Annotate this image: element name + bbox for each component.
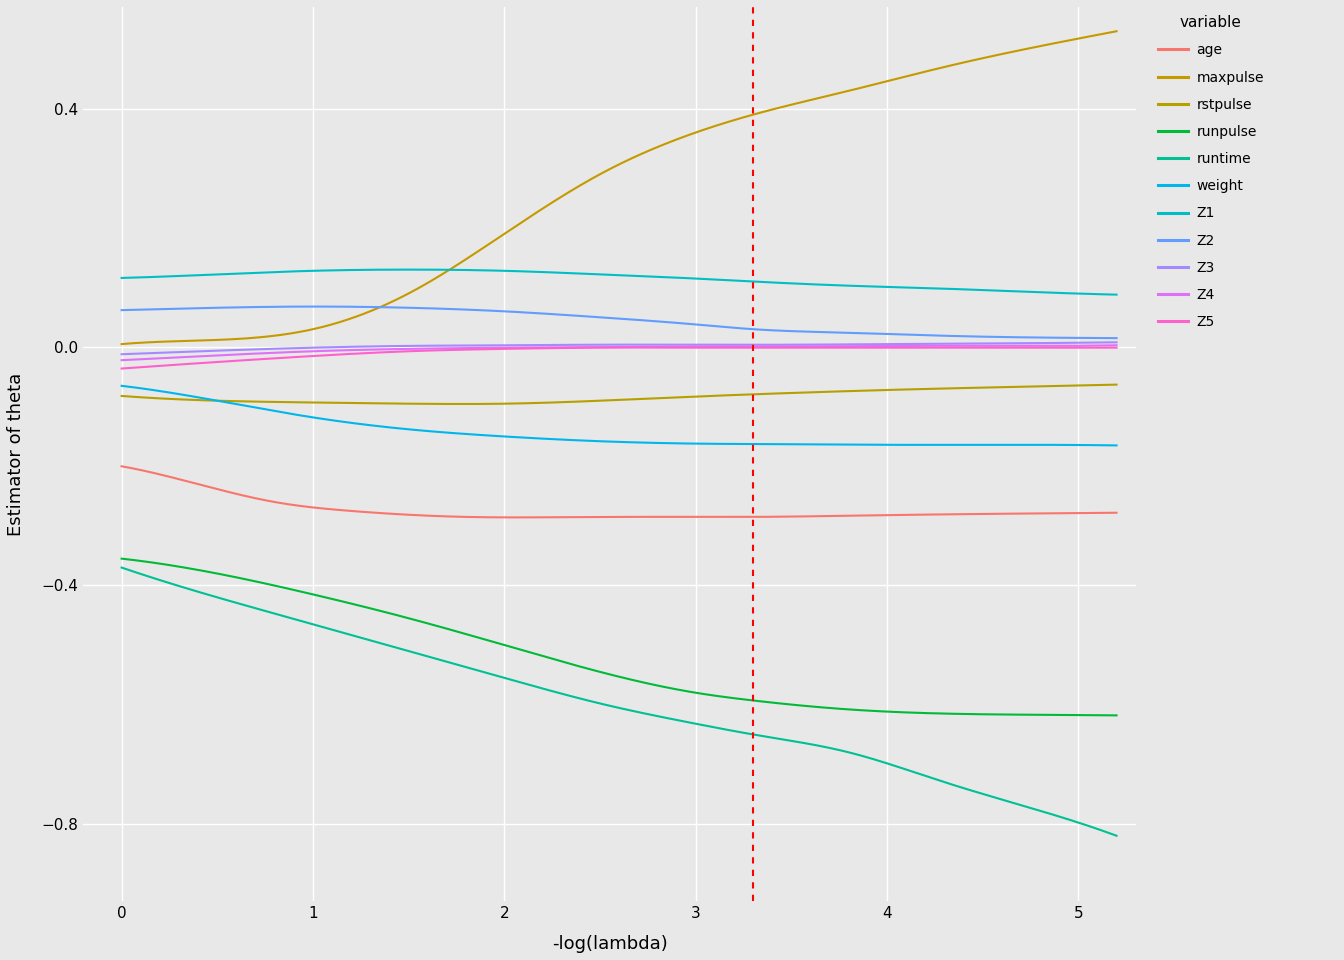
X-axis label: -log(lambda): -log(lambda) bbox=[551, 935, 668, 953]
Legend: age, maxpulse, rstpulse, runpulse, runtime, weight, Z1, Z2, Z3, Z4, Z5: age, maxpulse, rstpulse, runpulse, runti… bbox=[1148, 6, 1274, 339]
Y-axis label: Estimator of theta: Estimator of theta bbox=[7, 372, 26, 536]
